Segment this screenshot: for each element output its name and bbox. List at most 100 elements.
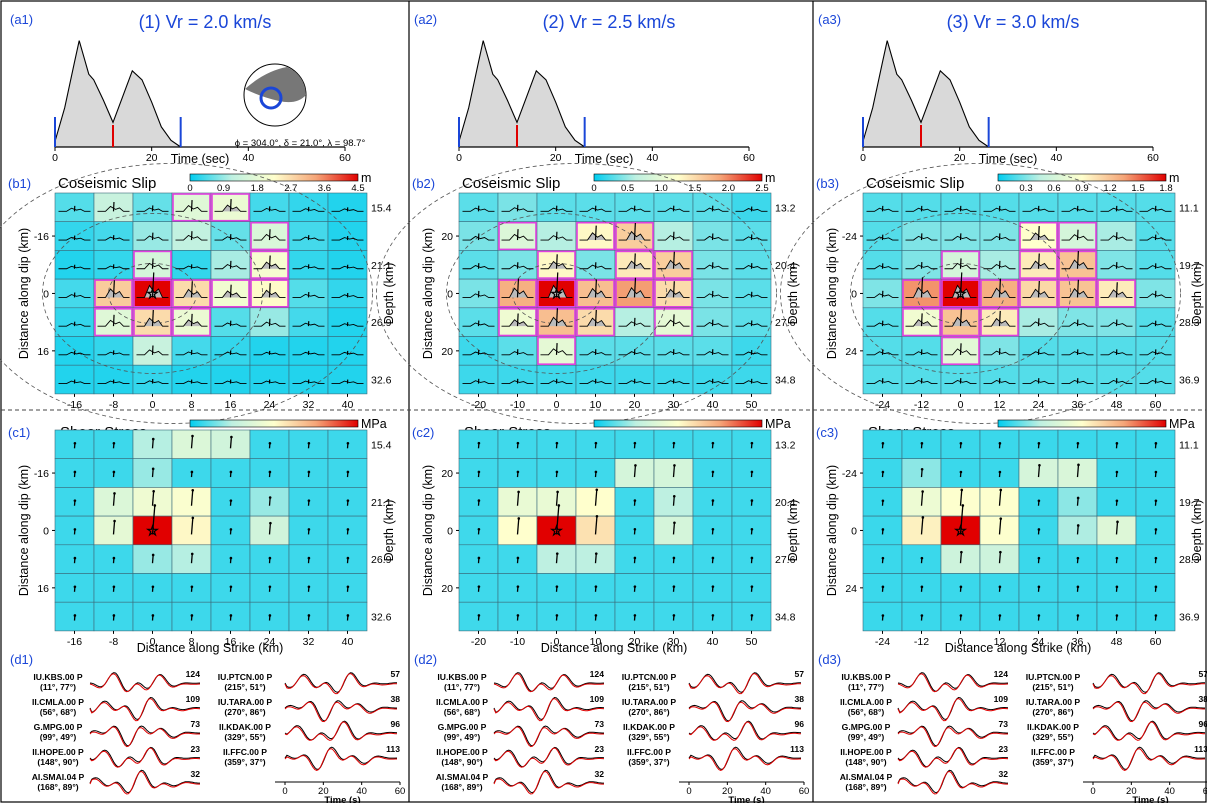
hypocenter-star: ☆ <box>146 286 159 302</box>
y-tick-label: 20 <box>441 231 453 243</box>
x-tick-label: 32 <box>303 636 315 648</box>
colorbar-tick-label: 2.5 <box>755 183 768 194</box>
station-azimuth: (168°, 89°) <box>37 782 78 792</box>
stress-vector-head <box>998 585 1002 589</box>
subfault-stf <box>579 264 612 270</box>
stress-vector-head <box>711 556 715 560</box>
stress-vector <box>920 517 924 535</box>
stf-tick-label: 40 <box>1050 152 1062 164</box>
stress-vector-head <box>1115 499 1119 503</box>
station-azimuth: (270°, 86°) <box>1032 707 1073 717</box>
station-azimuth: (99°, 49°) <box>848 732 885 742</box>
stress-vector-head <box>477 585 481 588</box>
subfault-stf <box>1139 322 1172 327</box>
colorbar-tick-label: 2.0 <box>722 183 735 194</box>
slip-vector <box>190 281 193 298</box>
stress-vector-head <box>555 552 559 555</box>
stress-vector-head <box>1037 499 1041 503</box>
slip-cell-outline <box>133 307 172 337</box>
stress-vector <box>959 505 964 535</box>
subfault-stf <box>657 207 690 212</box>
x-tick-label: 24 <box>264 399 276 411</box>
observed-waveform <box>89 769 200 794</box>
amplitude-label: 73 <box>190 719 200 729</box>
stress-vector-head <box>229 585 233 589</box>
stress-vector <box>594 489 598 506</box>
stress-vector-head <box>191 434 194 438</box>
station-name: AI.SMAI.04 P <box>840 772 893 782</box>
wave-tick-label: 0 <box>282 786 287 797</box>
stress-vector-head <box>594 441 598 445</box>
panel-label-b: (b3) <box>816 176 839 191</box>
amplitude-label: 23 <box>190 744 200 754</box>
panel-title: (3) Vr = 3.0 km/s <box>947 12 1080 32</box>
colorbar-tick-label: 0.5 <box>621 183 634 194</box>
slip-cell <box>327 364 368 395</box>
stress-vector-head <box>346 528 350 531</box>
colorbar-tick-label: 1.8 <box>1159 183 1172 194</box>
stress-vector <box>672 465 676 478</box>
rupture-front <box>0 163 373 424</box>
stress-vector-head <box>881 470 885 474</box>
amplitude-label: 38 <box>794 694 804 704</box>
station-name: II.KDAK.00 P <box>623 722 675 732</box>
panel-vr-2-5: (a2) (2) Vr = 2.5 km/s 0 20 40 60 Time (sec) (b… <box>376 12 809 803</box>
depth-label: Depth (km) <box>382 500 396 562</box>
subfault-stf <box>657 319 690 327</box>
slip-cell-outline <box>615 250 654 279</box>
stress-vector-head <box>73 614 77 617</box>
subfault-stf <box>540 380 573 384</box>
slip-vector <box>516 278 520 298</box>
stress-vector-head <box>477 499 481 502</box>
x-tick-label: 10 <box>590 636 602 648</box>
subfault-stf <box>58 351 91 356</box>
subfault-stf <box>579 380 612 384</box>
stress-vector-head <box>750 585 754 588</box>
stress-vector <box>594 516 598 535</box>
stress-vector-head <box>346 470 350 474</box>
stress-vector-head <box>921 490 924 493</box>
colorbar <box>593 173 763 182</box>
slip-title: Coseismic Slip <box>58 175 156 192</box>
stf-tick-label: 60 <box>1147 152 1159 164</box>
y-tick-label: 20 <box>441 583 453 595</box>
subfault-stf <box>696 322 729 327</box>
subfault-stf <box>579 351 612 356</box>
subfault-stf <box>1022 321 1055 327</box>
synthetic-waveform <box>284 672 397 695</box>
x-tick-label: 10 <box>590 399 602 411</box>
station-azimuth: (99°, 49°) <box>444 732 481 742</box>
observed-waveform <box>284 700 397 722</box>
stress-vector-head <box>673 521 676 525</box>
subfault-stf <box>1100 321 1133 327</box>
subfault-stf <box>696 351 729 356</box>
colorbar-tick-label: 1.5 <box>688 183 701 194</box>
slip-vector <box>594 309 597 327</box>
subfault-stf <box>462 380 495 384</box>
subfault-stf <box>1139 351 1172 356</box>
subfault-stf <box>735 236 768 241</box>
stress-vector-head <box>960 550 963 554</box>
stress-vector-head <box>1038 463 1041 467</box>
observed-waveform <box>1092 700 1205 722</box>
station-azimuth: (56°, 68°) <box>444 707 481 717</box>
subfault-stf <box>501 380 534 384</box>
slip-vector <box>1037 280 1040 298</box>
subfault-stf <box>944 235 977 241</box>
subfault-stf <box>1139 293 1172 298</box>
colorbar-tick-label: 1.5 <box>1131 183 1144 194</box>
colorbar-tick-label: 0.3 <box>1019 183 1032 194</box>
stress-vector-head <box>750 470 754 474</box>
stress-vector-head <box>307 441 311 445</box>
stress-vector-head <box>555 470 559 474</box>
subfault-stf <box>462 207 495 212</box>
depth-tick-label: 20.4 <box>775 497 796 509</box>
stf-tick-label: 20 <box>146 152 158 164</box>
slip-cell-outline <box>1058 250 1097 279</box>
stress-vector-head <box>672 585 676 588</box>
subfault-stf <box>136 380 169 384</box>
rupture-front <box>850 213 1071 374</box>
stress-vector-head <box>73 556 77 560</box>
slip-cell-outline <box>211 279 250 308</box>
depth-tick-label: 13.2 <box>775 202 796 214</box>
